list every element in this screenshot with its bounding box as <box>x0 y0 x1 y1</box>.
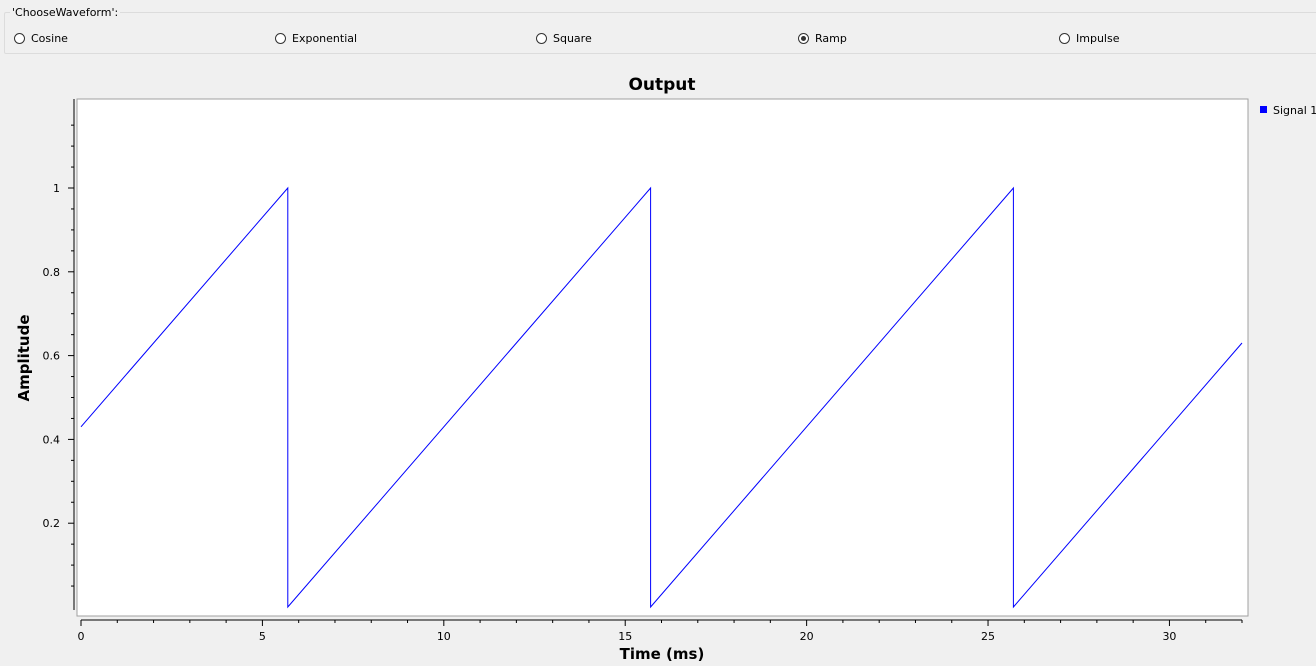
radio-label: Cosine <box>31 31 68 45</box>
radio-square[interactable]: Square <box>536 31 592 45</box>
x-tick-label: 0 <box>78 630 85 643</box>
x-tick-label: 30 <box>1162 630 1176 643</box>
x-tick-label: 25 <box>981 630 995 643</box>
radio-label: Ramp <box>815 31 847 45</box>
radio-label: Square <box>553 31 592 45</box>
radio-indicator[interactable] <box>14 32 25 44</box>
y-tick-label: 0.4 <box>43 433 61 446</box>
radio-indicator[interactable] <box>275 32 286 44</box>
y-axis-label: Amplitude <box>15 314 33 401</box>
radio-indicator[interactable] <box>1059 32 1070 44</box>
x-tick-label: 5 <box>259 630 266 643</box>
legend-swatch <box>1260 106 1267 113</box>
radio-label: Impulse <box>1076 31 1120 45</box>
group-title: 'ChooseWaveform': <box>10 6 121 19</box>
radio-indicator[interactable] <box>536 32 547 44</box>
y-axis-ticks: 0.2 0.4 0.6 0.8 1 <box>43 124 74 587</box>
radio-ramp[interactable]: Ramp <box>798 31 847 45</box>
legend-label: Signal 1 <box>1273 104 1316 117</box>
x-axis-ticks: 0 5 10 15 20 25 30 <box>78 620 1243 643</box>
choose-waveform-group <box>4 12 1316 54</box>
series-line-signal-1 <box>80 186 1243 609</box>
plot-canvas <box>76 98 1249 617</box>
chart-title: Output <box>628 75 695 95</box>
radio-exponential[interactable]: Exponential <box>275 31 357 45</box>
x-tick-label: 15 <box>618 630 632 643</box>
y-tick-label: 0.2 <box>43 517 61 530</box>
radio-label: Exponential <box>292 31 358 45</box>
y-tick-label: 0.8 <box>43 266 61 279</box>
x-tick-label: 10 <box>437 630 451 643</box>
x-tick-label: 20 <box>800 630 814 643</box>
y-tick-label: 1 <box>53 182 60 195</box>
series-layer <box>80 186 1243 609</box>
radio-indicator[interactable] <box>798 32 809 44</box>
x-axis-label: Time (ms) <box>620 645 705 663</box>
radio-cosine[interactable]: Cosine <box>14 31 68 45</box>
y-tick-label: 0.6 <box>43 350 61 363</box>
radio-impulse[interactable]: Impulse <box>1059 31 1119 45</box>
